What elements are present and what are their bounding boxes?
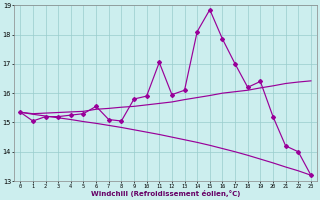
X-axis label: Windchill (Refroidissement éolien,°C): Windchill (Refroidissement éolien,°C)	[91, 190, 240, 197]
